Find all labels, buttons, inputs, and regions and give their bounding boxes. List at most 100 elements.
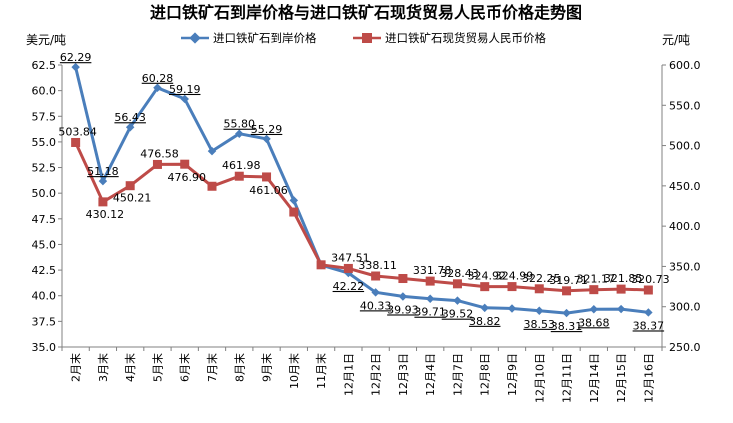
series-2-data-label: 321.85: [604, 272, 643, 285]
series-1-data-label: 39.52: [442, 308, 474, 321]
series-1-point: [480, 303, 489, 313]
series-1-point: [235, 129, 244, 138]
series-line-1: [74, 66, 649, 315]
left-tick-label: 50.0: [32, 187, 57, 200]
series-1-point: [589, 305, 599, 314]
series-1-point: [98, 176, 108, 186]
series-1-data-label: 40.33: [360, 299, 392, 312]
series-2-point: [452, 279, 462, 289]
series-1-data-label: 38.37: [633, 319, 665, 332]
x-tick-label: 7月末: [205, 353, 219, 382]
x-tick-label: 12月16日: [642, 353, 655, 403]
series-1-point: [535, 306, 544, 316]
series-2-data-label: 461.06: [249, 184, 288, 197]
series-2-data-label: 331.78: [413, 264, 452, 277]
legend-label-2: 进口铁矿石现货贸易人民币价格: [385, 31, 546, 45]
x-tick-label: 12月15日: [615, 353, 628, 403]
series-1-data-label: 62.29: [60, 51, 92, 64]
series-1-data-label: 38.82: [469, 315, 501, 328]
series-1-data-label: 39.71: [414, 306, 446, 319]
series-1-data-label: 38.31: [551, 320, 583, 333]
left-tick-label: 47.5: [32, 213, 57, 226]
left-tick-label: 40.0: [32, 290, 57, 303]
series-2-point: [262, 172, 272, 182]
series-1-point: [153, 83, 162, 93]
series-2-point: [289, 207, 299, 217]
series-1-data-label: 55.29: [251, 123, 283, 136]
x-tick-label: 12月14日: [588, 353, 601, 403]
series-2-data-label: 321.17: [577, 273, 616, 286]
left-tick-label: 45.0: [32, 238, 57, 251]
right-axis-label: 元/吨: [662, 33, 690, 47]
left-tick-label: 62.5: [32, 59, 57, 72]
series-2-point: [643, 285, 653, 295]
series-2-point: [71, 137, 81, 147]
right-tick-label: 300.0: [669, 301, 701, 314]
series-1-point: [71, 62, 80, 72]
left-axis-label: 美元/吨: [26, 33, 66, 47]
x-tick-label: 8月末: [232, 353, 246, 382]
x-tick-label: 5月末: [150, 353, 164, 382]
series-2-data-label: 320.73: [631, 273, 670, 286]
series-2-point: [398, 274, 408, 284]
series-2-point: [180, 159, 190, 169]
series-1-point: [562, 308, 571, 318]
x-tick-label: 12月10日: [533, 353, 546, 403]
series-1-data-label: 38.68: [578, 316, 610, 329]
series-1-data-label: 38.53: [524, 318, 556, 331]
series-lines: [71, 62, 653, 318]
series-2-data-label: 324.92: [467, 270, 506, 283]
x-tick-label: 12月9日: [506, 353, 519, 396]
x-tick-label: 12月11日: [561, 353, 574, 403]
series-2-point: [371, 271, 381, 281]
series-2-point: [589, 285, 599, 295]
series-1-point: [289, 196, 299, 205]
series-1-point: [125, 123, 135, 132]
series-2-data-label: 476.90: [167, 171, 206, 184]
series-1-data-label: 56.43: [114, 111, 146, 124]
series-1-point: [207, 146, 217, 156]
series-2-data-label: 461.98: [222, 159, 261, 172]
legend-label-1: 进口铁矿石到岸价格: [213, 31, 317, 45]
right-tick-label: 400.0: [669, 220, 701, 233]
series-1-point: [180, 94, 189, 104]
series-1-point: [616, 304, 626, 314]
chart-title: 进口铁矿石到岸价格与进口铁矿石现货贸易人民币价格走势图: [150, 3, 582, 22]
right-tick-label: 550.0: [669, 99, 701, 112]
series-1-data-label: 55.80: [224, 118, 256, 131]
series-2-point: [480, 282, 490, 292]
x-tick-label: 10月末: [287, 353, 301, 389]
left-tick-label: 60.0: [32, 85, 57, 98]
series-2-point: [562, 286, 572, 296]
left-tick-label: 42.5: [32, 264, 57, 277]
series-1-point: [425, 294, 435, 303]
x-tick-label: 12月3日: [397, 353, 410, 396]
series-1-data-label: 39.93: [387, 303, 419, 316]
series-2-point: [207, 181, 217, 191]
axes: 35.0 37.5 40.0 42.5 45.0 47.5 50.0 52.5 55.0 57.5…: [32, 59, 701, 403]
series-2-data-label: 503.84: [58, 125, 97, 138]
series-2-data-label: 324.99: [495, 270, 534, 283]
x-tick-label: 6月末: [178, 353, 192, 382]
right-tick-label: 250.0: [669, 341, 701, 354]
legend-swatch-marker-2: [362, 33, 372, 43]
series-1-data-label: 42.22: [333, 280, 365, 293]
series-2-data-label: 319.71: [549, 274, 588, 287]
series-2-point: [343, 263, 353, 273]
series-1-point: [398, 292, 408, 301]
series-1-data-label: 60.28: [142, 72, 174, 85]
x-tick-label: 12月4日: [424, 353, 437, 396]
series-1-data-label: 51.18: [87, 165, 119, 178]
series-2-point: [125, 181, 135, 191]
left-tick-label: 55.0: [32, 136, 57, 149]
x-tick-label: 12月1日: [342, 353, 355, 396]
x-tick-label: 11月末: [314, 353, 328, 389]
series-1-point: [453, 296, 462, 305]
series-2-data-label: 450.21: [113, 192, 152, 205]
series-1-point: [644, 308, 653, 317]
series-2-point: [507, 282, 517, 292]
right-tick-label: 600.0: [669, 59, 701, 72]
x-tick-label: 12月2日: [370, 353, 383, 396]
series-2-point: [534, 284, 544, 294]
